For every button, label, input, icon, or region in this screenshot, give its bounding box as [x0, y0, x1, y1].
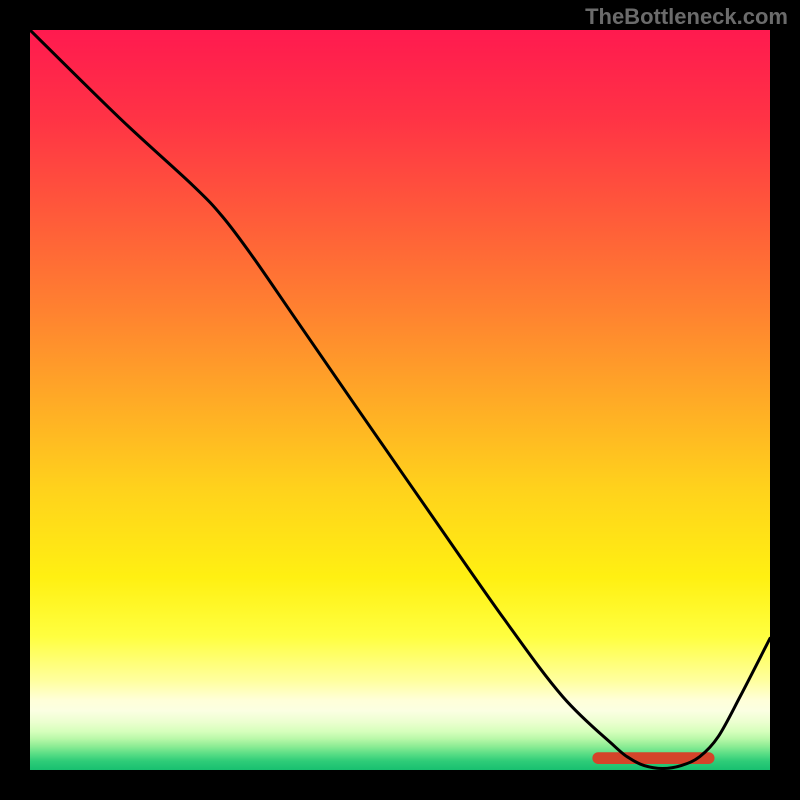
chart-container: { "watermark": { "text": "TheBottleneck.…	[0, 0, 800, 800]
watermark-text: TheBottleneck.com	[585, 4, 788, 30]
bottleneck-chart	[30, 30, 770, 770]
gradient-background	[30, 30, 770, 770]
